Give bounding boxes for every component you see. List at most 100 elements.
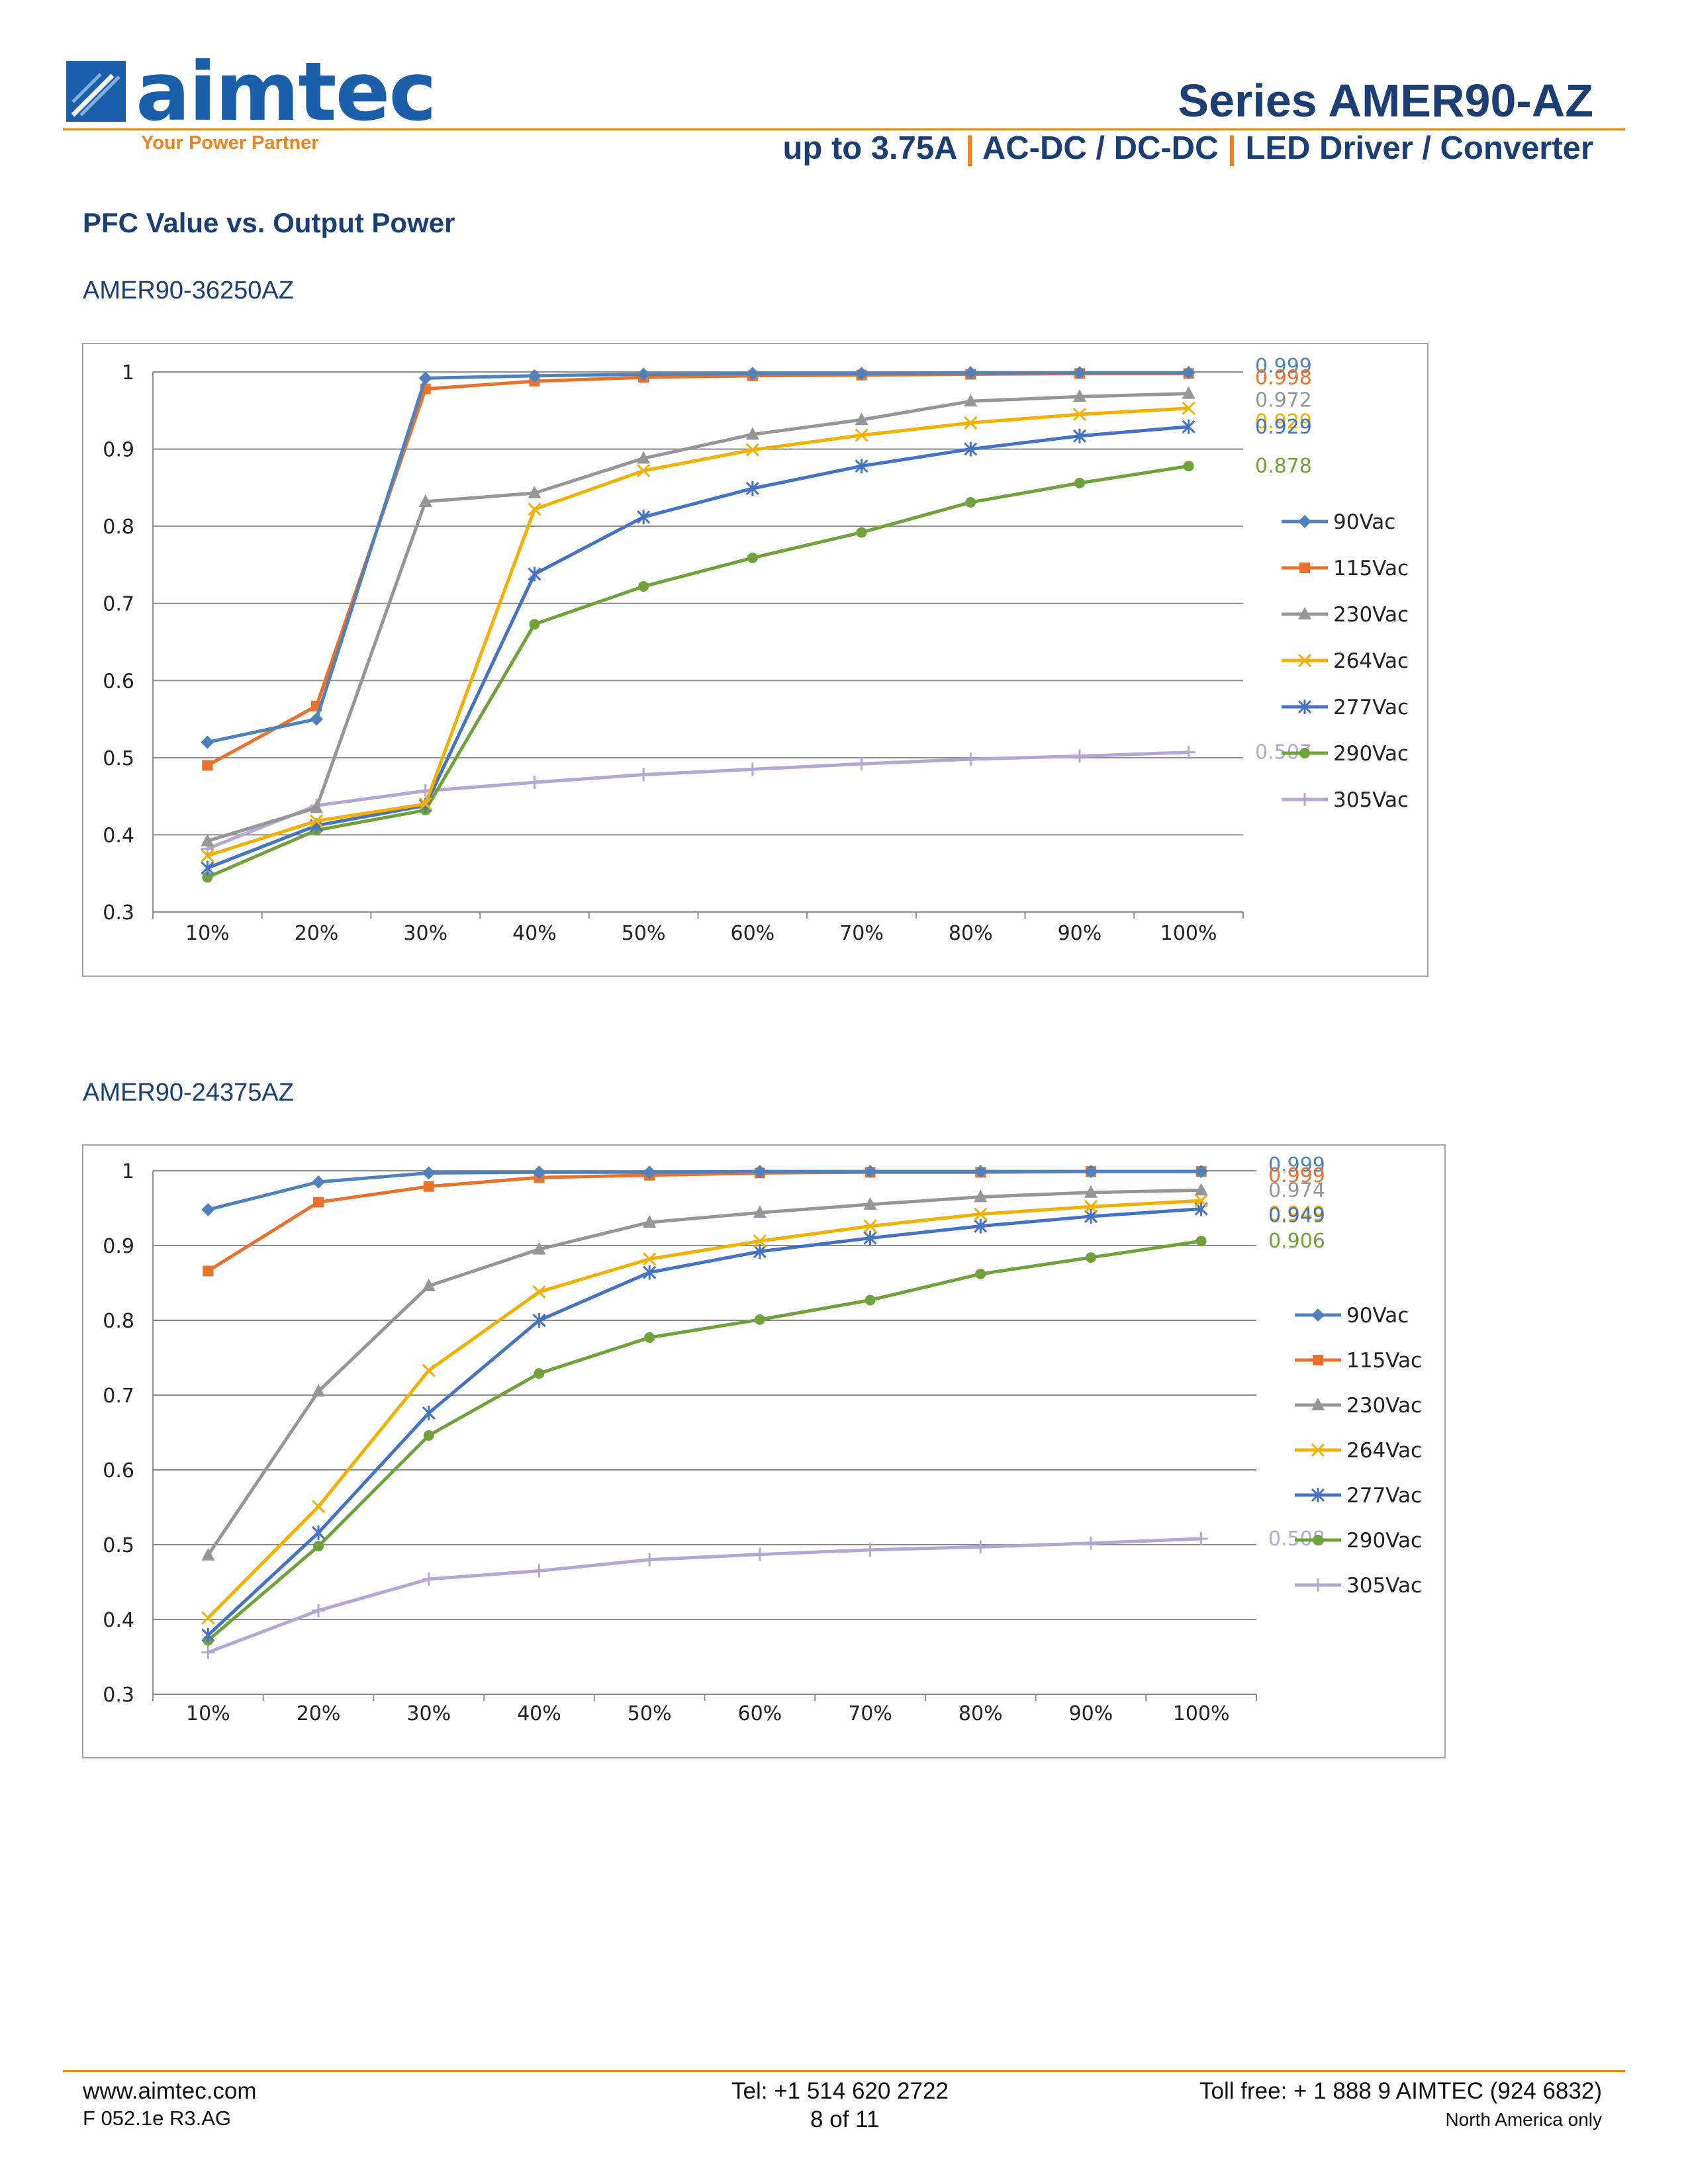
data-point xyxy=(855,428,868,442)
legend-label: 277Vac xyxy=(1346,1484,1422,1508)
data-point xyxy=(1194,1531,1208,1545)
y-tick-label: 1 xyxy=(122,361,134,385)
data-point xyxy=(309,814,324,828)
series-264Vac xyxy=(201,1194,1208,1625)
data-point xyxy=(865,1295,876,1306)
legend-marker xyxy=(1311,1578,1325,1592)
data-point xyxy=(965,497,976,508)
data-point xyxy=(1084,1185,1098,1198)
legend-item: 290Vac xyxy=(1295,1529,1422,1553)
end-value-label: 0.999 xyxy=(1255,355,1312,378)
legend-label: 264Vac xyxy=(1333,649,1409,673)
legend-marker xyxy=(1297,653,1312,668)
legend-label: 115Vac xyxy=(1346,1349,1422,1373)
chart-1-label: AMER90-36250AZ xyxy=(83,277,294,304)
footer-tollfree: Toll free: + 1 888 9 AIMTEC (924 6832) xyxy=(1199,2078,1602,2104)
legend-label: 277Vac xyxy=(1333,696,1409,719)
data-point xyxy=(643,1265,657,1280)
data-point xyxy=(753,1234,767,1248)
legend-label: 230Vac xyxy=(1346,1394,1422,1418)
data-point xyxy=(418,494,432,507)
data-point xyxy=(312,1384,326,1397)
series-305Vac xyxy=(201,745,1196,856)
data-point xyxy=(202,872,213,883)
data-point xyxy=(745,427,759,440)
x-tick-label: 20% xyxy=(295,922,339,945)
data-point xyxy=(856,527,867,538)
data-point xyxy=(201,1611,215,1625)
data-point xyxy=(528,369,541,383)
data-point xyxy=(643,1214,657,1228)
legend-label: 290Vac xyxy=(1333,742,1409,766)
data-point xyxy=(644,1332,655,1343)
legend-item: 115Vac xyxy=(1282,557,1409,580)
y-tick-label: 0.7 xyxy=(103,593,134,616)
end-value-label: 0.999 xyxy=(1268,1154,1325,1177)
legend-item: 277Vac xyxy=(1282,696,1409,719)
data-point xyxy=(974,1207,988,1221)
footer-website[interactable]: www.aimtec.com xyxy=(83,2078,257,2104)
data-point xyxy=(855,757,868,771)
legend-item: 290Vac xyxy=(1282,742,1409,766)
data-point xyxy=(201,833,214,846)
legend-label: 305Vac xyxy=(1346,1574,1422,1598)
data-point xyxy=(528,776,541,790)
data-point xyxy=(202,760,213,771)
x-tick-label: 70% xyxy=(839,922,884,945)
x-tick-label: 80% xyxy=(949,922,993,945)
data-point xyxy=(643,1252,657,1266)
x-tick-label: 40% xyxy=(517,1702,561,1725)
logo-text: aimtec xyxy=(136,45,437,139)
data-point xyxy=(528,502,541,516)
data-point xyxy=(964,366,978,380)
x-tick-label: 10% xyxy=(185,922,230,945)
data-point xyxy=(532,1285,546,1299)
data-point xyxy=(313,1541,324,1552)
data-point xyxy=(753,1165,767,1179)
series-230Vac xyxy=(201,1183,1208,1561)
end-value-label: 0.929 xyxy=(1255,410,1312,433)
y-tick-label: 0.8 xyxy=(103,1310,134,1333)
legend-item: 230Vac xyxy=(1295,1394,1422,1418)
data-point xyxy=(1194,1183,1208,1196)
data-point xyxy=(964,416,978,430)
series-line xyxy=(207,1188,1201,1557)
x-tick-label: 10% xyxy=(186,1702,230,1725)
footer-form-code: F 052.1e R3.AG xyxy=(83,2107,232,2130)
series-277Vac xyxy=(201,419,1196,876)
data-point xyxy=(637,464,651,478)
legend-marker xyxy=(1298,793,1311,806)
data-point xyxy=(1084,1165,1098,1179)
legend-item: 305Vac xyxy=(1295,1574,1422,1598)
legend-label: 290Vac xyxy=(1346,1529,1422,1553)
footer-divider xyxy=(63,2070,1625,2072)
x-tick-label: 60% xyxy=(738,1702,782,1725)
legend-marker xyxy=(1311,1443,1325,1457)
data-point xyxy=(745,762,759,776)
x-tick-label: 20% xyxy=(297,1702,341,1725)
footer-region-note: North America only xyxy=(1445,2109,1602,2130)
y-tick-label: 0.3 xyxy=(103,1684,134,1707)
series-line xyxy=(207,1239,1202,1642)
data-point xyxy=(753,1547,767,1561)
legend-label: 305Vac xyxy=(1333,788,1409,812)
x-tick-label: 70% xyxy=(848,1702,892,1725)
y-tick-label: 0.5 xyxy=(103,747,134,770)
series-264Vac xyxy=(201,401,1196,862)
series-90Vac xyxy=(201,366,1196,749)
data-point xyxy=(1074,477,1085,488)
series-230Vac xyxy=(201,386,1196,846)
footer-tel: Tel: +1 514 620 2722 xyxy=(731,2078,949,2104)
data-point xyxy=(1194,1165,1208,1179)
x-tick-label: 60% xyxy=(731,922,775,945)
data-point xyxy=(528,567,541,582)
logo-tagline: Your Power Partner xyxy=(141,132,319,154)
data-point xyxy=(1196,1236,1207,1247)
series-277Vac xyxy=(201,1201,1208,1643)
data-point xyxy=(312,1604,326,1617)
legend-label: 90Vac xyxy=(1333,510,1395,534)
data-point xyxy=(418,797,432,811)
data-point xyxy=(753,1205,767,1218)
series-line xyxy=(207,1537,1201,1655)
data-point xyxy=(1194,1194,1208,1208)
